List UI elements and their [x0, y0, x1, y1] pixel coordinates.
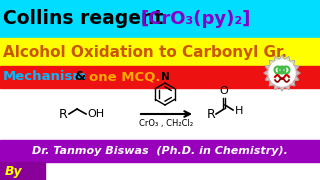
Text: CrO₃ , CH₂Cl₂: CrO₃ , CH₂Cl₂ — [140, 119, 194, 128]
Text: one MCQ.: one MCQ. — [89, 71, 161, 84]
Text: R: R — [206, 107, 215, 120]
Text: &: & — [70, 71, 91, 84]
Text: Collins reagent: Collins reagent — [3, 10, 170, 28]
Bar — [0, 66, 320, 88]
Text: Mechanism: Mechanism — [3, 71, 87, 84]
Text: Dr. Tanmoy Biswas  (Ph.D. in Chemistry).: Dr. Tanmoy Biswas (Ph.D. in Chemistry). — [32, 146, 288, 156]
Text: [CrO₃(py)₂]: [CrO₃(py)₂] — [140, 10, 250, 28]
Text: N: N — [161, 71, 169, 82]
Text: Alcohol Oxidation to Carbonyl Gr.: Alcohol Oxidation to Carbonyl Gr. — [3, 44, 287, 60]
Text: R: R — [59, 107, 68, 120]
Text: OH: OH — [87, 109, 104, 119]
Bar — [0, 140, 320, 162]
Polygon shape — [264, 55, 300, 91]
Text: H: H — [235, 106, 244, 116]
Bar — [0, 162, 45, 180]
Bar — [0, 0, 320, 38]
Text: O: O — [220, 86, 228, 96]
Bar — [0, 38, 320, 66]
Circle shape — [269, 60, 295, 86]
Text: By: By — [5, 165, 23, 177]
